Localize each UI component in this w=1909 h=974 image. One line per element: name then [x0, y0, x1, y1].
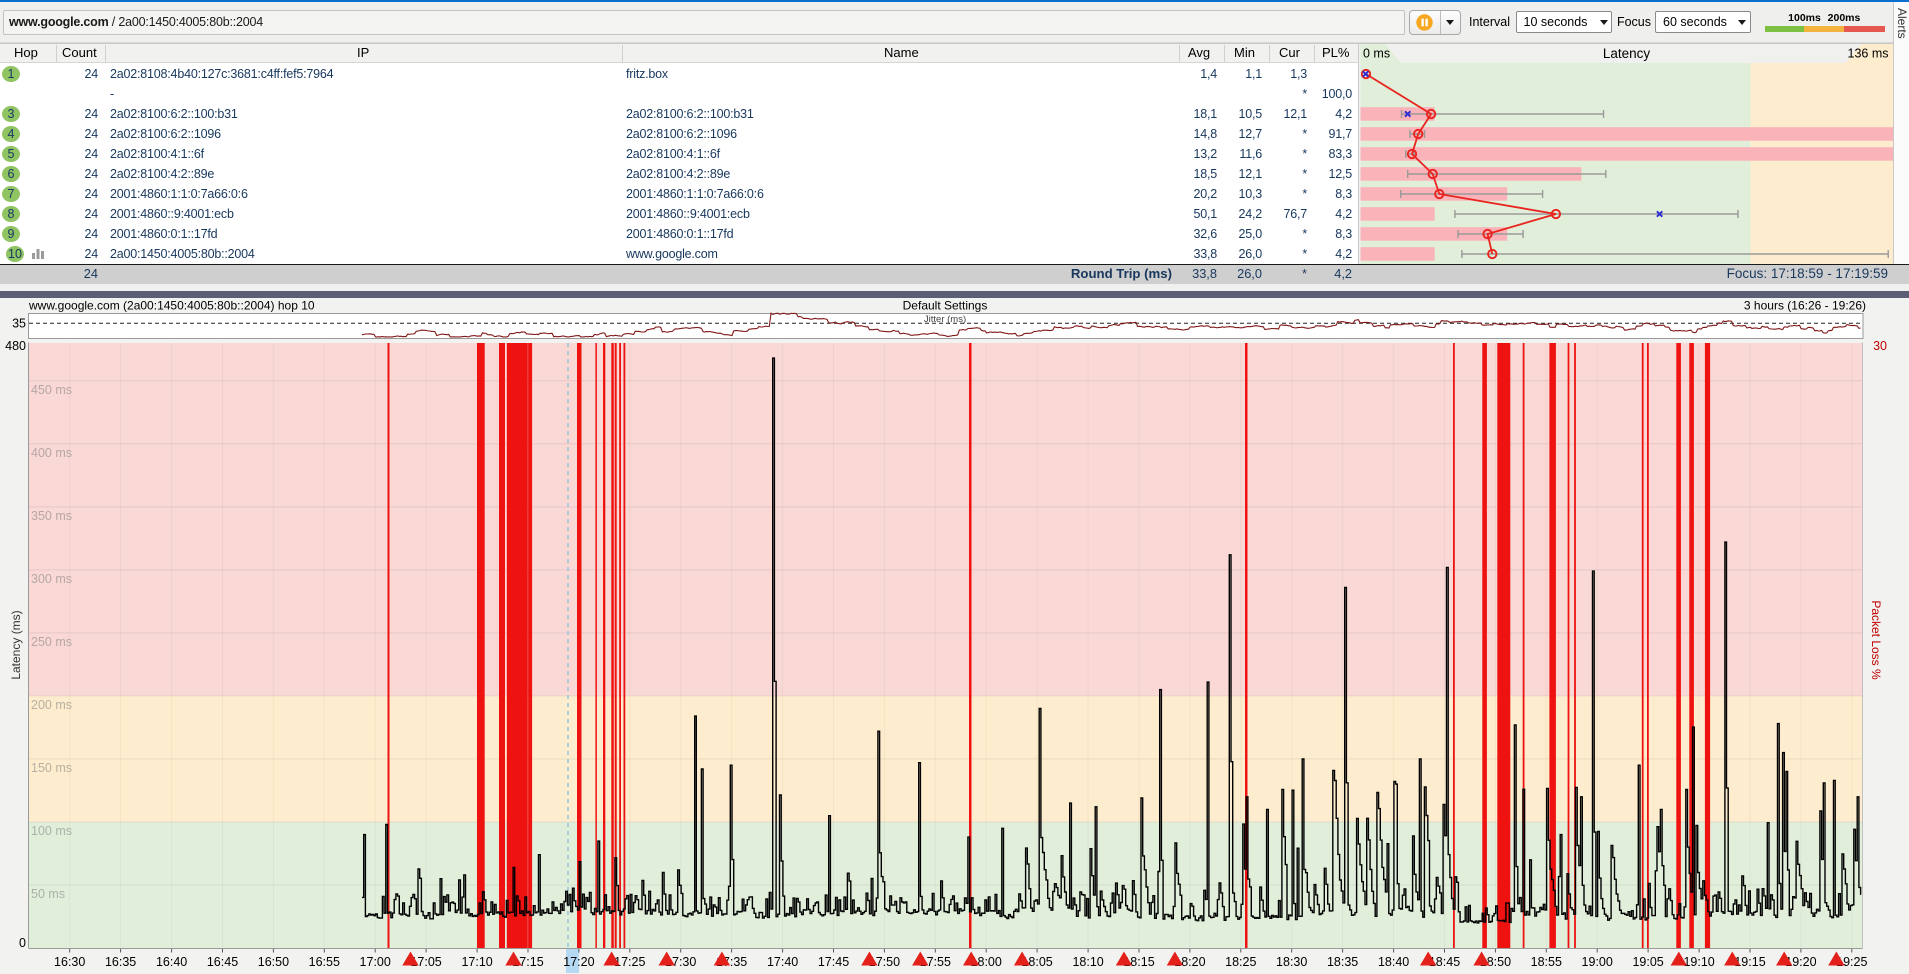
- svg-text:136 ms: 136 ms: [1847, 47, 1888, 61]
- svg-text:16:45: 16:45: [207, 955, 238, 969]
- svg-text:18:10: 18:10: [1072, 955, 1103, 969]
- svg-text:16:40: 16:40: [156, 955, 187, 969]
- svg-text:17:10: 17:10: [461, 955, 492, 969]
- svg-text:18:40: 18:40: [1378, 955, 1409, 969]
- svg-text:Latency (ms): Latency (ms): [9, 610, 23, 679]
- svg-text:www.google.com (2a00:1450:4005: www.google.com (2a00:1450:4005:80b::2004…: [28, 299, 315, 313]
- svg-text:Jitter (ms): Jitter (ms): [924, 314, 966, 325]
- svg-text:200 ms: 200 ms: [31, 698, 72, 712]
- svg-text:350 ms: 350 ms: [31, 509, 72, 523]
- svg-text:17:20: 17:20: [563, 955, 594, 969]
- svg-text:19:05: 19:05: [1632, 955, 1663, 969]
- svg-text:480: 480: [5, 339, 26, 353]
- svg-text:17:00: 17:00: [360, 955, 391, 969]
- svg-text:35: 35: [12, 317, 26, 331]
- svg-text:450 ms: 450 ms: [31, 383, 72, 397]
- svg-text:30: 30: [1873, 339, 1887, 353]
- svg-text:400 ms: 400 ms: [31, 446, 72, 460]
- svg-text:3 hours (16:26 - 19:26): 3 hours (16:26 - 19:26): [1744, 299, 1866, 313]
- svg-text:18:35: 18:35: [1327, 955, 1358, 969]
- svg-text:250 ms: 250 ms: [31, 635, 72, 649]
- svg-text:16:35: 16:35: [105, 955, 136, 969]
- svg-text:150 ms: 150 ms: [31, 761, 72, 775]
- svg-text:16:30: 16:30: [54, 955, 85, 969]
- svg-text:18:45: 18:45: [1429, 955, 1460, 969]
- svg-text:19:15: 19:15: [1734, 955, 1765, 969]
- svg-text:18:25: 18:25: [1225, 955, 1256, 969]
- svg-text:16:50: 16:50: [258, 955, 289, 969]
- svg-text:18:30: 18:30: [1276, 955, 1307, 969]
- svg-text:17:40: 17:40: [767, 955, 798, 969]
- svg-text:17:25: 17:25: [614, 955, 645, 969]
- svg-text:19:10: 19:10: [1683, 955, 1714, 969]
- svg-text:19:20: 19:20: [1785, 955, 1816, 969]
- svg-text:0: 0: [19, 936, 26, 950]
- svg-text:18:55: 18:55: [1531, 955, 1562, 969]
- svg-text:17:45: 17:45: [818, 955, 849, 969]
- svg-text:Latency: Latency: [1602, 46, 1650, 61]
- svg-text:19:00: 19:00: [1582, 955, 1613, 969]
- svg-text:Default Settings: Default Settings: [903, 299, 988, 313]
- svg-text:0 ms: 0 ms: [1363, 47, 1390, 61]
- svg-text:100 ms: 100 ms: [31, 824, 72, 838]
- svg-text:Packet Loss %: Packet Loss %: [1869, 600, 1883, 680]
- svg-text:16:55: 16:55: [309, 955, 340, 969]
- svg-text:300 ms: 300 ms: [31, 572, 72, 586]
- svg-text:50 ms: 50 ms: [31, 887, 65, 901]
